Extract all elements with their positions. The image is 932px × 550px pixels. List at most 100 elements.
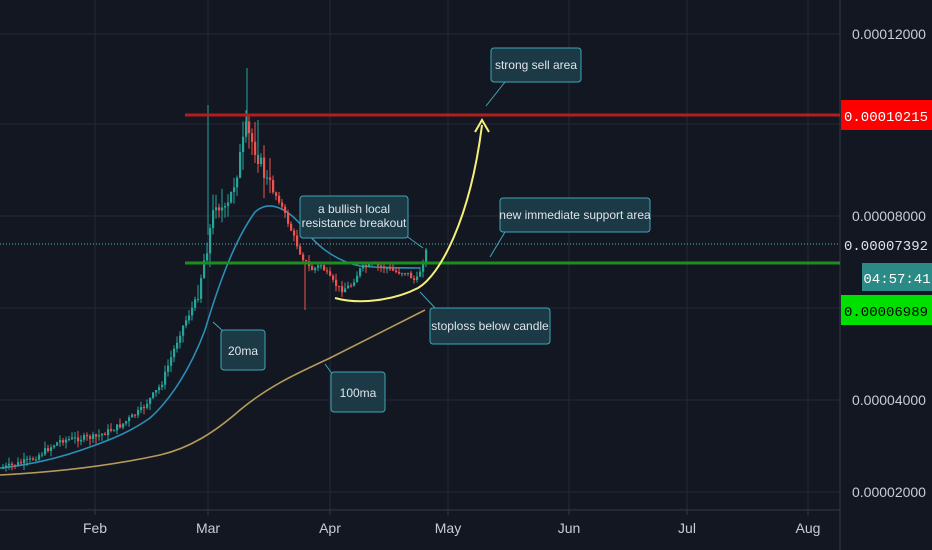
callout-strong-sell[interactable]: strong sell area [485,47,582,107]
candle-body [173,348,176,358]
candle-body [113,430,116,432]
candle-body [419,271,422,277]
candle-body [50,447,53,451]
callout-support-area[interactable]: new immediate support area [489,197,651,258]
candle-body [32,458,35,460]
candle-body [68,439,71,441]
x-tick-label: Jun [558,520,581,536]
candle-body [362,265,365,269]
timer-tag: 04:57:41 [862,263,932,291]
candle-body [329,271,332,276]
countdown-timer: 04:57:41 [863,272,930,288]
candle-body [230,191,233,203]
candle-body [161,384,164,388]
candle-body [116,424,119,431]
resistance-price-label: 0.00010215 [844,110,928,126]
candle-body [71,437,74,440]
candle-body [35,459,38,461]
candle-body [353,282,356,286]
y-tick-labels: 0.00012000 0.00008000 0.00004000 0.00002… [852,26,926,500]
candle-body [389,268,392,270]
candle-body [239,152,242,178]
candle-body [56,442,59,446]
callout-label: new immediate support area [499,208,651,222]
candle-body [164,371,167,385]
candle-body [149,397,152,404]
callout-ma100[interactable]: 100ma [324,363,386,413]
candle-body [335,279,338,286]
x-tick-label: Feb [83,520,107,536]
candle-body [158,387,161,391]
candle-body [365,265,368,267]
callout-label: 100ma [340,386,377,400]
candle-body [188,315,191,321]
candle-body [263,157,266,179]
ma100-line [0,309,426,476]
candle-body [278,195,281,203]
candle-body [398,271,401,274]
y-tick-label: 0.00004000 [852,392,926,408]
resistance-price-tag: 0.00010215 [841,100,932,130]
candle-body [182,325,185,336]
support-price-label: 0.00006989 [844,305,928,321]
candle-body [356,275,359,283]
candle-body [275,192,278,196]
candle-body [80,439,83,442]
candle-body [317,265,320,268]
candle-body [29,458,32,460]
candle-body [167,365,170,372]
candle-body [20,462,23,464]
candle-body [47,448,50,451]
candle-body [77,437,80,442]
candle-body [281,202,284,207]
support-price-tag: 0.00006989 [841,295,932,325]
candle-body [347,285,350,289]
candle-body [287,212,290,224]
callout-ma20[interactable]: 20ma [212,321,266,371]
candle-body [293,230,296,236]
candle-body [290,223,293,231]
candle-body [155,390,158,393]
candle-body [242,136,245,153]
candle-body [410,272,413,279]
candle-body [197,298,200,300]
candle-body [134,414,137,416]
current-price-label: 0.00007392 [844,239,928,255]
candle-body [131,414,134,418]
candle-body [233,187,236,192]
candle-body [260,157,263,165]
grid [0,0,840,510]
candle-body [92,434,95,439]
candle-body [224,206,227,208]
candle-body [380,265,383,267]
candle-body [14,464,17,466]
candle-body [5,465,8,468]
candle-body [401,273,404,275]
candle-body [251,133,254,142]
candle-body [176,342,179,349]
candle-body [404,273,407,275]
candle-body [269,177,272,181]
candle-body [170,357,173,366]
candle-body [386,268,389,270]
candle-body [146,403,149,408]
candle-body [110,429,113,431]
candle-body [332,275,335,280]
candle-body [41,454,44,456]
projection-arrowhead [474,118,490,133]
candle-body [65,439,68,443]
x-tick-label: Mar [196,520,220,536]
callout-breakout[interactable]: a bullish local resistance breakout [299,195,424,249]
candle-body [122,423,125,428]
candle-body [296,235,299,247]
candle-body [359,268,362,276]
current-price-tag: 0.00007392 [841,229,932,259]
candle-body [17,462,20,466]
x-tick-label: May [435,520,461,536]
candle-body [104,433,107,436]
callout-stoploss[interactable]: stoploss below candle [419,291,551,345]
candle-body [203,260,206,279]
candle-body [179,335,182,343]
